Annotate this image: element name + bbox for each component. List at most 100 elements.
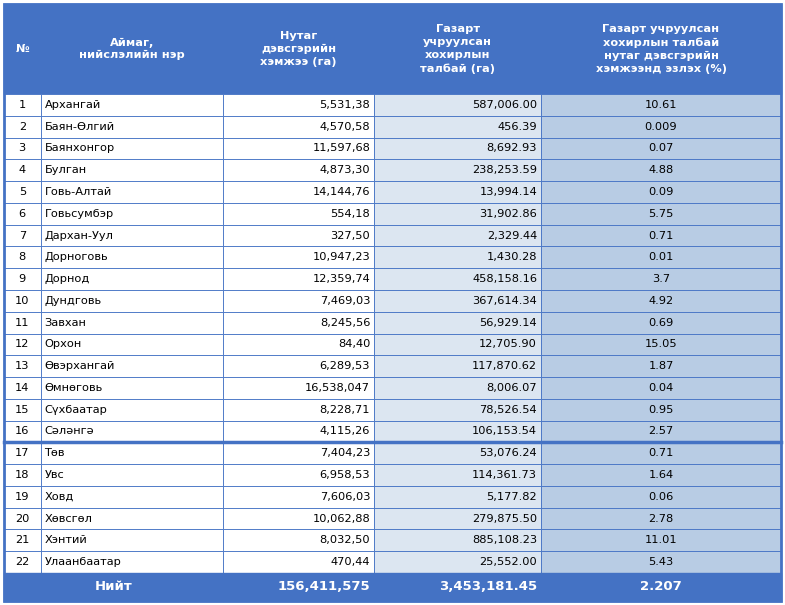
Bar [374, 573, 541, 601]
Text: Нутаг
дэвсгэрийн
хэмжээ (га): Нутаг дэвсгэрийн хэмжээ (га) [261, 31, 337, 67]
Text: 2: 2 [19, 122, 26, 132]
Bar [41, 94, 223, 116]
Text: 3.7: 3.7 [652, 274, 670, 284]
Bar [4, 94, 41, 116]
Bar [541, 420, 781, 442]
Text: Сүхбаатар: Сүхбаатар [45, 405, 108, 414]
Text: 8,006.07: 8,006.07 [487, 383, 537, 393]
Text: 3,453,181.45: 3,453,181.45 [439, 581, 537, 594]
Text: 53,076.24: 53,076.24 [480, 448, 537, 458]
Text: 13: 13 [15, 361, 30, 371]
Text: 587,006.00: 587,006.00 [472, 100, 537, 110]
Text: Хэнтий: Хэнтий [45, 535, 87, 545]
Text: 238,253.59: 238,253.59 [472, 165, 537, 175]
Bar [541, 529, 781, 551]
Bar [541, 442, 781, 464]
Bar [4, 312, 41, 333]
Bar [4, 442, 41, 464]
Bar [223, 4, 374, 94]
Bar [223, 137, 374, 159]
Text: 0.07: 0.07 [648, 143, 674, 154]
Bar [223, 94, 374, 116]
Text: 11: 11 [15, 318, 30, 328]
Bar [41, 486, 223, 508]
Bar [4, 224, 41, 246]
Text: 1: 1 [19, 100, 26, 110]
Bar [541, 508, 781, 529]
Bar [223, 573, 374, 601]
Bar [41, 203, 223, 224]
Text: 21: 21 [15, 535, 30, 545]
Text: 156,411,575: 156,411,575 [278, 581, 371, 594]
Bar [4, 246, 41, 268]
Bar [41, 268, 223, 290]
Bar [541, 377, 781, 399]
Bar [4, 181, 41, 203]
Text: Архангай: Архангай [45, 100, 100, 110]
Text: Төв: Төв [45, 448, 65, 458]
Text: 6,958,53: 6,958,53 [319, 470, 371, 480]
Text: Аймаг,
нийслэлийн нэр: Аймаг, нийслэлийн нэр [78, 38, 184, 60]
Bar [4, 529, 41, 551]
Text: 5: 5 [19, 187, 26, 197]
Bar [223, 312, 374, 333]
Bar [541, 573, 781, 601]
Bar [374, 551, 541, 573]
Text: 554,18: 554,18 [330, 209, 371, 219]
Text: 1.87: 1.87 [648, 361, 674, 371]
Bar [223, 508, 374, 529]
Bar [41, 137, 223, 159]
Bar [541, 312, 781, 333]
Text: Газарт учруулсан
хохирлын талбай
нутаг дэвсгэрийн
хэмжээнд эзлэх (%): Газарт учруулсан хохирлын талбай нутаг д… [596, 24, 727, 74]
Text: 5,531,38: 5,531,38 [319, 100, 371, 110]
Text: 25,552.00: 25,552.00 [480, 557, 537, 567]
Bar [4, 551, 41, 573]
Bar [41, 355, 223, 377]
Bar [223, 377, 374, 399]
Bar [374, 355, 541, 377]
Text: 2.78: 2.78 [648, 514, 674, 523]
Text: 14: 14 [15, 383, 30, 393]
Bar [223, 333, 374, 355]
Text: 279,875.50: 279,875.50 [472, 514, 537, 523]
Bar [4, 203, 41, 224]
Bar [41, 377, 223, 399]
Text: 10,947,23: 10,947,23 [312, 252, 371, 263]
Bar [41, 333, 223, 355]
Text: Дорнод: Дорнод [45, 274, 89, 284]
Text: 327,50: 327,50 [330, 231, 371, 241]
Bar [541, 355, 781, 377]
Bar [41, 551, 223, 573]
Text: №: № [16, 44, 29, 54]
Bar [41, 181, 223, 203]
Text: 7,404,23: 7,404,23 [319, 448, 371, 458]
Text: 12: 12 [15, 339, 30, 349]
Bar [541, 116, 781, 137]
Text: 5.75: 5.75 [648, 209, 674, 219]
Text: Газарт
учруулсан
хохирлын
талбай (га): Газарт учруулсан хохирлын талбай (га) [420, 24, 495, 74]
Bar [223, 116, 374, 137]
Bar [374, 137, 541, 159]
Bar [541, 290, 781, 312]
Text: 885,108.23: 885,108.23 [472, 535, 537, 545]
Bar [374, 333, 541, 355]
Text: Орхон: Орхон [45, 339, 82, 349]
Bar [223, 246, 374, 268]
Bar [4, 268, 41, 290]
Text: 6: 6 [19, 209, 26, 219]
Bar [374, 268, 541, 290]
Bar [374, 377, 541, 399]
Text: 114,361.73: 114,361.73 [472, 470, 537, 480]
Text: 11.01: 11.01 [644, 535, 677, 545]
Text: 14,144,76: 14,144,76 [312, 187, 371, 197]
Text: 117,870.62: 117,870.62 [472, 361, 537, 371]
Text: 0.09: 0.09 [648, 187, 674, 197]
Bar [41, 508, 223, 529]
Text: 0.69: 0.69 [648, 318, 674, 328]
Bar [41, 420, 223, 442]
Bar [223, 486, 374, 508]
Text: 18: 18 [15, 470, 30, 480]
Bar [4, 290, 41, 312]
Bar [41, 442, 223, 464]
Bar [223, 181, 374, 203]
